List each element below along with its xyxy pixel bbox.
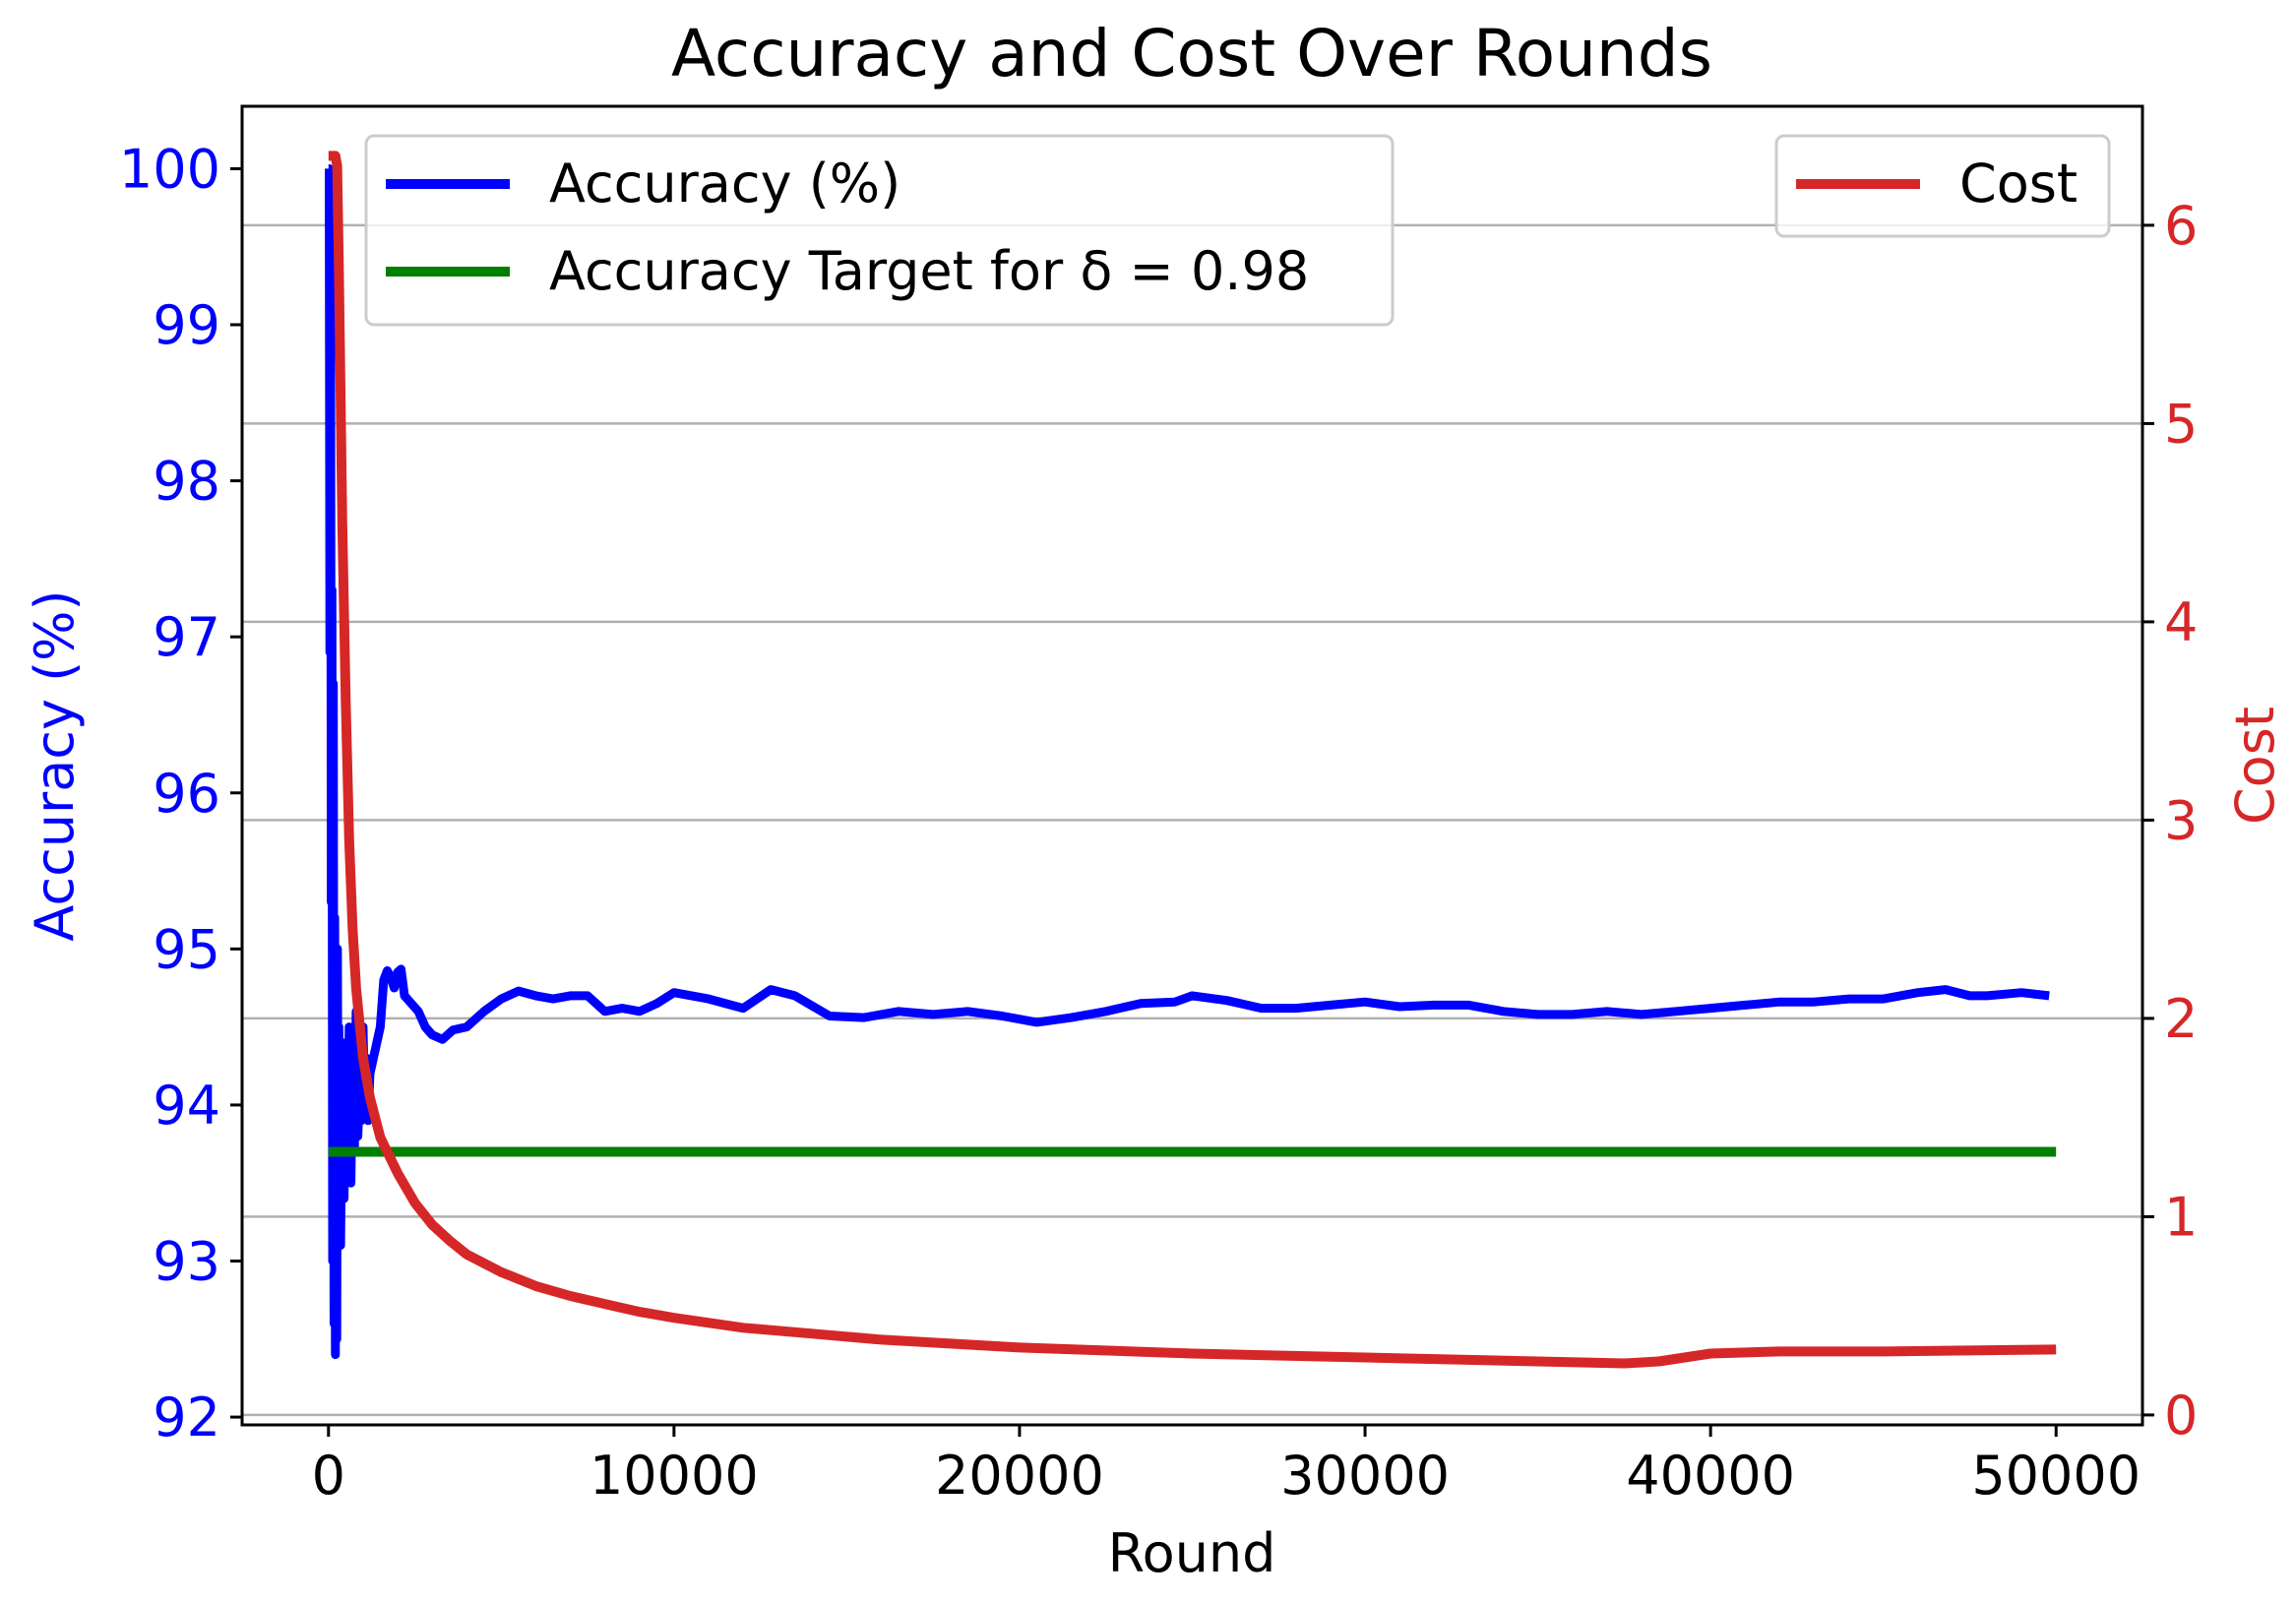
legend-right: Cost [1774, 134, 2111, 238]
left-y-tick-label-2: 94 [153, 1075, 220, 1137]
legend-right-frame [1774, 134, 2111, 238]
right-y-tick-label-5: 5 [2164, 393, 2198, 455]
plot-area [325, 151, 2057, 1369]
x-tick-label-3: 30000 [1280, 1445, 1450, 1507]
legend-left-frame [364, 134, 1395, 327]
right-y-tick-label-2: 2 [2164, 988, 2198, 1050]
accuracy-line [325, 163, 2050, 1360]
x-axis: 0 10000 20000 30000 40000 50000 [312, 1425, 2141, 1507]
x-axis-label: Round [1108, 1522, 1276, 1584]
chart-title: Accuracy and Cost Over Rounds [671, 16, 1712, 92]
x-tick-label-4: 40000 [1626, 1445, 1795, 1507]
left-y-tick-label-5: 97 [153, 606, 220, 668]
left-y-axis: 92 93 94 95 96 97 98 99 100 [119, 138, 242, 1449]
x-tick-label-2: 20000 [935, 1445, 1104, 1507]
legend-left: Accuracy (%) Accuracy Target for δ = 0.9… [364, 134, 1395, 327]
right-y-axis-label: Cost [2224, 707, 2286, 825]
left-y-tick-label-0: 92 [153, 1387, 220, 1449]
left-y-axis-label: Accuracy (%) [24, 589, 86, 941]
x-tick-label-0: 0 [312, 1445, 345, 1507]
left-y-tick-label-6: 98 [153, 451, 220, 513]
legend-label-accuracy: Accuracy (%) [549, 153, 900, 215]
cost-line [327, 151, 2057, 1369]
x-tick-label-5: 50000 [1971, 1445, 2141, 1507]
right-y-tick-label-4: 4 [2164, 591, 2198, 653]
right-y-axis: 0 1 2 3 4 5 6 [2142, 195, 2198, 1447]
legend-label-cost: Cost [1959, 153, 2078, 215]
left-y-tick-label-4: 96 [153, 763, 220, 825]
right-y-tick-label-6: 6 [2164, 195, 2198, 257]
axes-frame [240, 104, 2144, 1427]
left-y-tick-label-1: 93 [153, 1230, 220, 1292]
right-y-tick-label-3: 3 [2164, 789, 2198, 851]
legend-label-target: Accuracy Target for δ = 0.98 [549, 240, 1309, 302]
left-y-tick-label-8: 100 [119, 138, 220, 200]
left-y-tick-label-7: 99 [153, 294, 220, 356]
x-tick-label-1: 10000 [590, 1445, 759, 1507]
left-y-tick-label-3: 95 [153, 918, 220, 980]
right-y-tick-label-0: 0 [2164, 1385, 2198, 1447]
right-y-tick-label-1: 1 [2164, 1186, 2198, 1248]
